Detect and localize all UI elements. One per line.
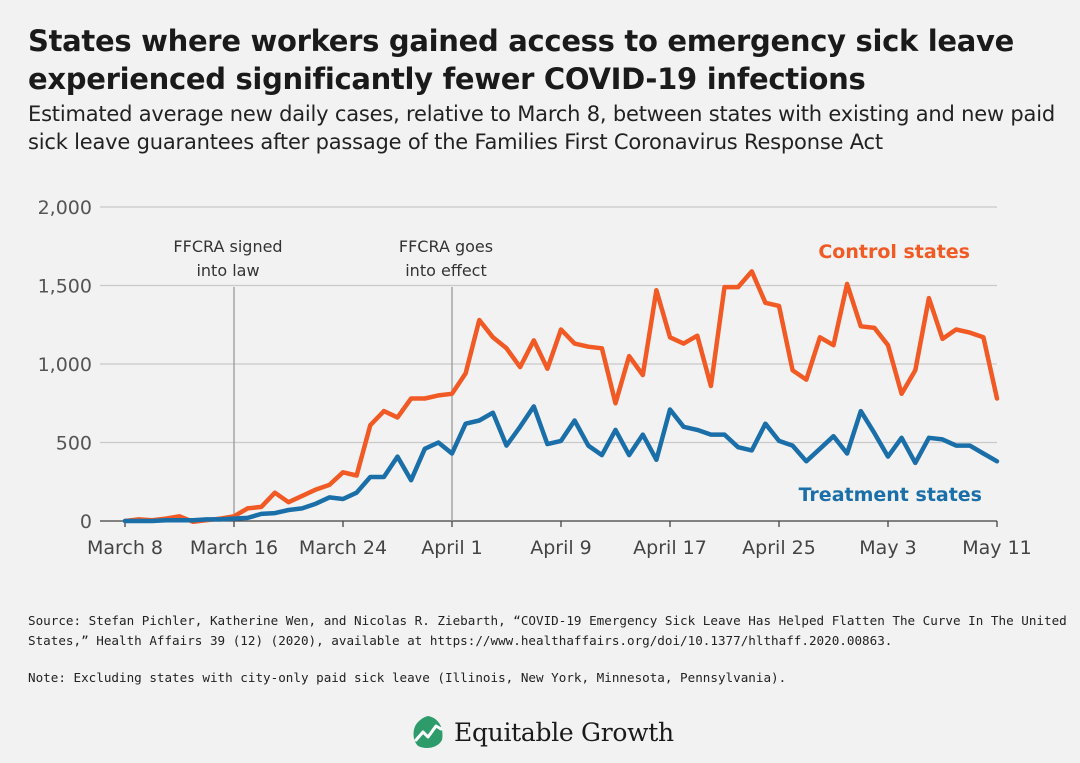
x-tick-label: May 11 — [962, 537, 1032, 559]
brand-name: Equitable Growth — [454, 717, 674, 747]
annotation-label: FFCRA goes — [399, 237, 493, 256]
growth-line-leaf-icon — [413, 716, 443, 748]
x-tick-label: April 1 — [421, 537, 483, 559]
y-tick-label: 0 — [80, 511, 92, 533]
series-label: Treatment states — [799, 484, 982, 506]
annotation-label: FFCRA signed — [173, 237, 282, 256]
brand-logo: Equitable Growth — [410, 712, 674, 752]
y-tick-label: 500 — [56, 433, 92, 455]
source-note: Source: Stefan Pichler, Katherine Wen, a… — [28, 613, 1067, 648]
exclusion-note: Note: Excluding states with city-only pa… — [28, 670, 787, 685]
series-line — [122, 269, 1000, 525]
x-tick-label: March 24 — [299, 537, 387, 559]
series-line — [122, 404, 1000, 524]
annotation-label: into law — [196, 261, 259, 280]
x-tick-label: April 25 — [742, 537, 816, 559]
chart-subtitle: Estimated average new daily cases, relat… — [28, 102, 1055, 154]
line-chart: 0 500 1,000 1,500 2,000 March 8 March 16 March … — [38, 197, 1032, 559]
series-label: Control states — [818, 241, 970, 263]
x-tick-label: March 16 — [190, 537, 278, 559]
y-tick-label: 2,000 — [38, 197, 92, 219]
chart-title: States where workers gained access to em… — [28, 24, 1015, 96]
x-tick-label: May 3 — [859, 537, 916, 559]
y-tick-label: 1,500 — [38, 276, 92, 298]
x-tick-label: April 9 — [530, 537, 592, 559]
x-tick-label: March 8 — [87, 537, 163, 559]
annotation-label: into effect — [405, 261, 487, 280]
y-tick-label: 1,000 — [38, 354, 92, 376]
x-tick-label: April 17 — [633, 537, 707, 559]
